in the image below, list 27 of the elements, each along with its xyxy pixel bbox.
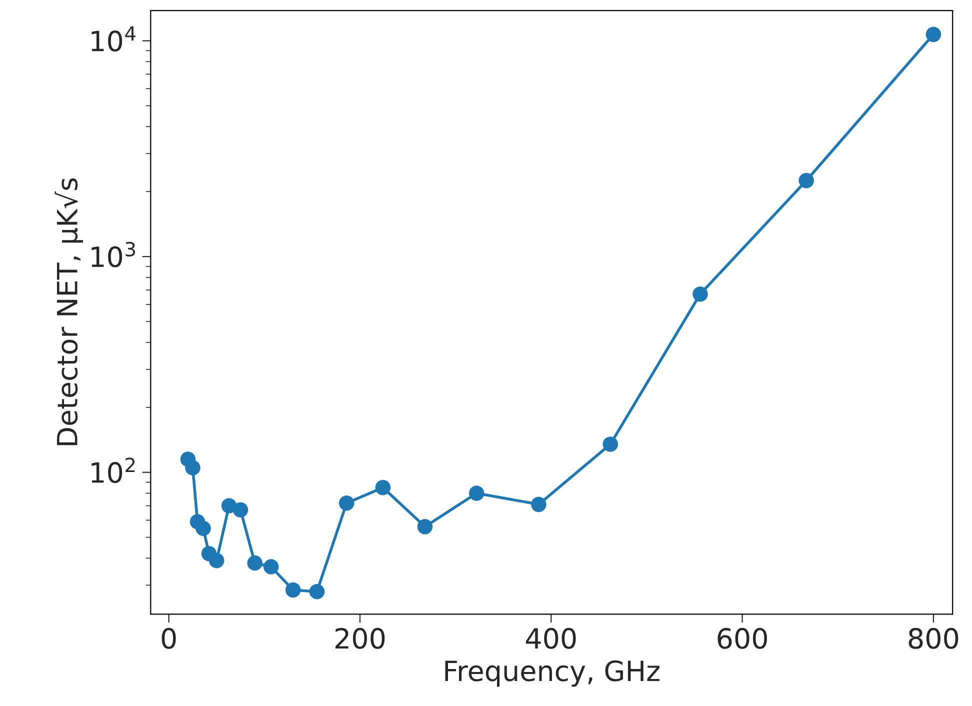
point	[375, 480, 391, 496]
y-axis-title: Detector NET, μK√s	[54, 178, 84, 446]
y-tick-label: 10$^{3}$	[92, 242, 135, 268]
point	[417, 519, 433, 534]
x-tick-label: 600	[718, 628, 767, 649]
point	[285, 582, 301, 598]
point	[247, 555, 262, 571]
x-tick-label: 800	[908, 628, 958, 649]
x-tick-label: 0	[162, 628, 176, 649]
point	[263, 559, 279, 574]
y-tick-label: 10$^{2}$	[92, 458, 135, 484]
point	[232, 502, 248, 518]
point	[531, 496, 546, 512]
point	[798, 172, 814, 188]
x-tick-label: 400	[526, 628, 576, 649]
point	[602, 436, 618, 452]
point	[692, 286, 708, 302]
point	[196, 520, 211, 536]
point	[208, 552, 224, 568]
x-tick-label: 200	[336, 628, 385, 649]
point	[338, 495, 354, 511]
point	[926, 26, 942, 42]
point	[309, 584, 325, 600]
x-axis-title: Frequency, GHz	[445, 660, 660, 687]
point	[468, 486, 484, 501]
y-tick-label: 10$^{4}$	[92, 26, 136, 52]
point	[185, 460, 200, 476]
